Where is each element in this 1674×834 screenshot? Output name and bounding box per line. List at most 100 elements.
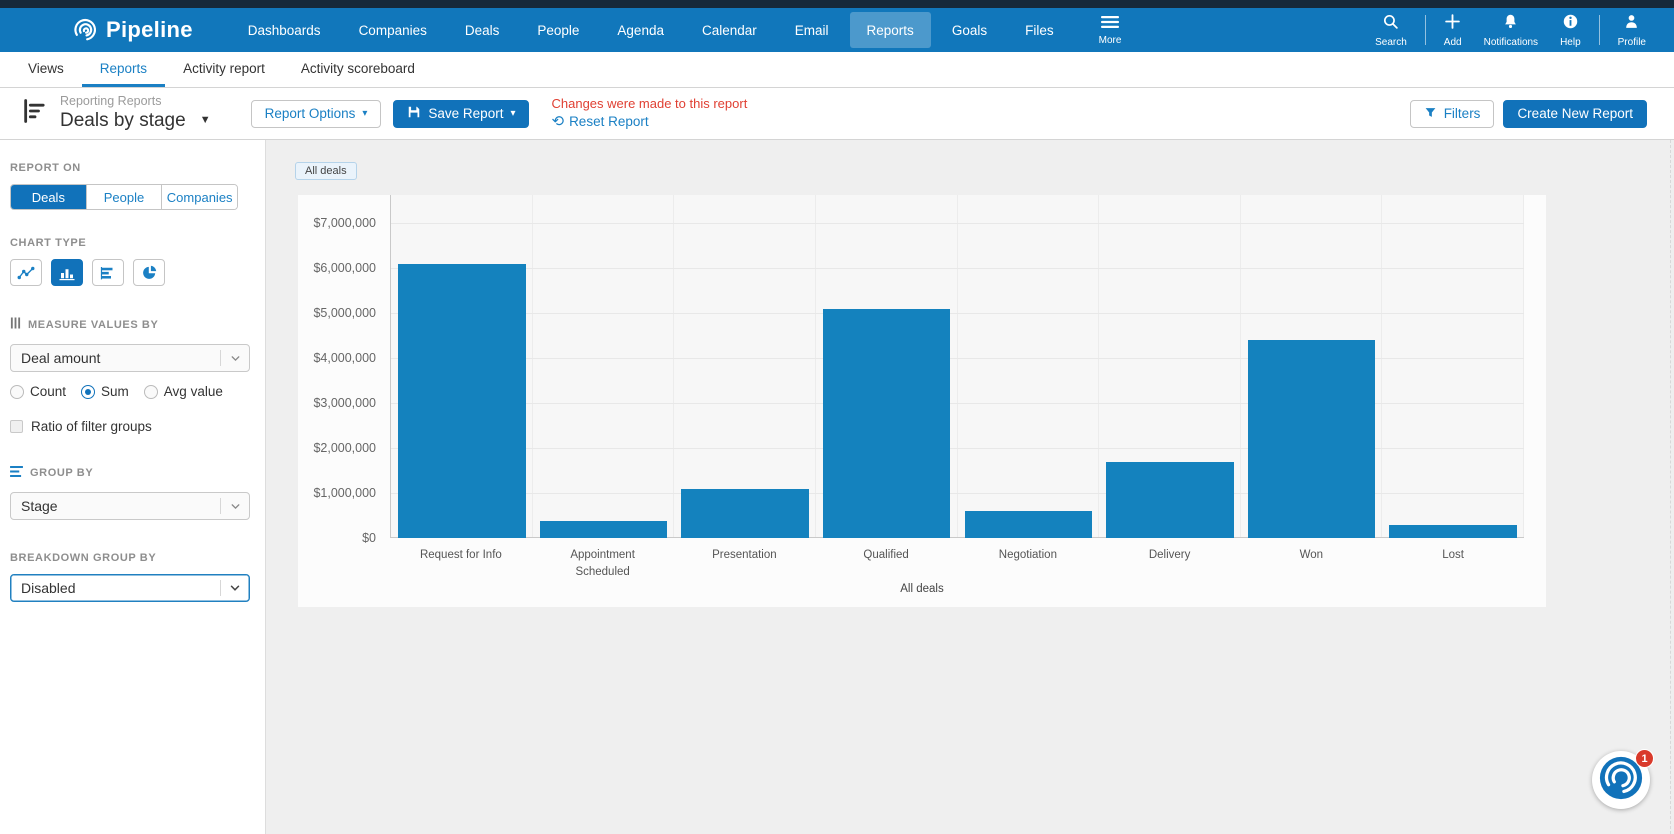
filter-group-chip[interactable]: All deals xyxy=(295,162,357,180)
bar-request-for-info[interactable] xyxy=(398,263,526,538)
bar-lost[interactable] xyxy=(1389,524,1517,538)
nav-more-label: More xyxy=(1098,34,1122,46)
line-chart-icon[interactable] xyxy=(10,259,42,286)
breadcrumb: Reporting Reports xyxy=(60,93,162,108)
chevron-down-icon xyxy=(221,500,249,513)
create-new-report-button[interactable]: Create New Report xyxy=(1503,99,1647,128)
hbar-chart-icon[interactable] xyxy=(92,259,124,286)
bar-qualified[interactable] xyxy=(822,308,951,538)
nav-item-companies[interactable]: Companies xyxy=(358,22,427,38)
profile-button[interactable]: Profile xyxy=(1610,13,1654,48)
nav-item-deals[interactable]: Deals xyxy=(464,22,500,38)
page-body: REPORT ON Deals People Companies CHART T… xyxy=(0,140,1674,834)
tab-activity-report[interactable]: Activity report xyxy=(183,60,265,76)
ratio-filter-groups-label: Ratio of filter groups xyxy=(31,419,152,434)
tab-views[interactable]: Views xyxy=(28,60,64,76)
x-axis-category-label: Negotiation xyxy=(998,549,1057,561)
bar-negotiation[interactable] xyxy=(964,511,1093,538)
add-button[interactable]: Add xyxy=(1436,13,1470,48)
measure-values-label: MEASURE VALUES BY xyxy=(28,319,159,331)
tab-activity-scoreboard[interactable]: Activity scoreboard xyxy=(300,60,415,76)
gridline xyxy=(391,313,1524,314)
group-by-value: Stage xyxy=(21,498,58,514)
bar-chart-icon[interactable] xyxy=(51,259,83,286)
notifications-button[interactable]: Notifications xyxy=(1476,13,1546,48)
chevron-down-icon xyxy=(221,352,249,365)
nav-item-goals[interactable]: Goals xyxy=(951,22,988,38)
help-button[interactable]: Help xyxy=(1552,13,1589,48)
ratio-filter-groups-checkbox[interactable]: Ratio of filter groups xyxy=(10,419,265,434)
grid-cell xyxy=(674,195,816,537)
report-on-option-deals[interactable]: Deals xyxy=(11,185,86,209)
report-on-option-people[interactable]: People xyxy=(85,185,162,209)
nav-item-people[interactable]: People xyxy=(537,22,580,38)
bar-presentation[interactable] xyxy=(681,488,809,538)
bar-won[interactable] xyxy=(1247,340,1376,538)
info-icon xyxy=(1562,13,1579,35)
vertical-gridlines xyxy=(391,195,1524,537)
report-title-block: Reporting Reports Deals by stage ▼ xyxy=(60,94,211,133)
report-on-option-companies[interactable]: Companies xyxy=(161,185,237,209)
hamburger-icon xyxy=(1101,15,1119,33)
reset-report-link[interactable]: ⟲ Reset Report xyxy=(551,113,747,131)
radio-sum[interactable]: Sum xyxy=(81,384,129,399)
filters-button[interactable]: Filters xyxy=(1409,99,1495,128)
create-new-report-label: Create New Report xyxy=(1517,106,1633,121)
primary-nav: Dashboards Companies Deals People Agenda… xyxy=(229,8,1073,52)
radio-circle xyxy=(81,384,96,399)
pipeline-logo[interactable]: Pipeline xyxy=(72,17,193,43)
search-button[interactable]: Search xyxy=(1367,13,1415,48)
notifications-label: Notifications xyxy=(1483,36,1539,48)
radio-avg-value[interactable]: Avg value xyxy=(143,384,223,399)
save-report-label: Save Report xyxy=(428,106,504,121)
grid-cell xyxy=(958,195,1100,537)
chevron-down-icon: ▾ xyxy=(362,108,368,119)
bar-appointment-scheduled[interactable] xyxy=(539,521,668,538)
checkbox-box xyxy=(10,420,23,433)
nav-item-reports[interactable]: Reports xyxy=(849,12,931,48)
utility-divider xyxy=(1424,15,1426,45)
help-label: Help xyxy=(1560,36,1581,48)
chevron-down-icon: ▾ xyxy=(510,108,516,119)
report-on-label: REPORT ON xyxy=(10,162,81,174)
measure-values-select[interactable]: Deal amount xyxy=(10,344,250,372)
x-axis-category-label: Qualified xyxy=(863,549,909,561)
nav-item-calendar[interactable]: Calendar xyxy=(701,22,757,38)
tab-reports[interactable]: Reports xyxy=(81,52,166,87)
nav-item-agenda[interactable]: Agenda xyxy=(617,22,664,38)
nav-more-menu[interactable]: More xyxy=(1098,15,1122,46)
group-by-label: GROUP BY xyxy=(30,467,94,479)
report-title-dropdown[interactable]: Deals by stage ▼ xyxy=(60,109,211,133)
report-header-actions: Filters Create New Report xyxy=(1409,99,1647,128)
nav-item-email[interactable]: Email xyxy=(794,22,829,38)
gridline xyxy=(391,403,1524,404)
report-options-button[interactable]: Report Options ▾ xyxy=(250,99,382,128)
report-type-icon xyxy=(20,97,50,130)
radio-circle xyxy=(143,384,158,399)
save-report-button[interactable]: Save Report ▾ xyxy=(393,99,530,128)
nav-item-files[interactable]: Files xyxy=(1025,22,1054,38)
series-label: All deals xyxy=(900,583,944,595)
filters-label: Filters xyxy=(1443,106,1481,121)
select-controls xyxy=(220,493,249,519)
x-axis-category-label: Appointment Scheduled xyxy=(570,549,635,578)
nav-item-dashboards[interactable]: Dashboards xyxy=(247,22,321,38)
support-chat-widget[interactable]: 1 xyxy=(1592,749,1654,809)
profile-label: Profile xyxy=(1617,36,1646,48)
reset-report-label: Reset Report xyxy=(569,114,649,130)
bar-delivery[interactable] xyxy=(1106,461,1234,538)
grid-cell xyxy=(1241,195,1383,537)
radio-count[interactable]: Count xyxy=(10,384,66,399)
group-by-select[interactable]: Stage xyxy=(10,492,250,520)
bar-series xyxy=(391,223,1524,538)
breakdown-group-by-select[interactable]: Disabled xyxy=(10,574,250,602)
grid-cell xyxy=(816,195,958,537)
bar-cell xyxy=(958,223,1100,538)
y-axis-tick-label: $0 xyxy=(362,531,376,545)
pie-chart-icon[interactable] xyxy=(133,259,165,286)
gridline xyxy=(391,223,1524,224)
window-top-strip xyxy=(0,0,1674,8)
select-divider xyxy=(220,580,221,596)
bar-cell xyxy=(674,223,816,538)
